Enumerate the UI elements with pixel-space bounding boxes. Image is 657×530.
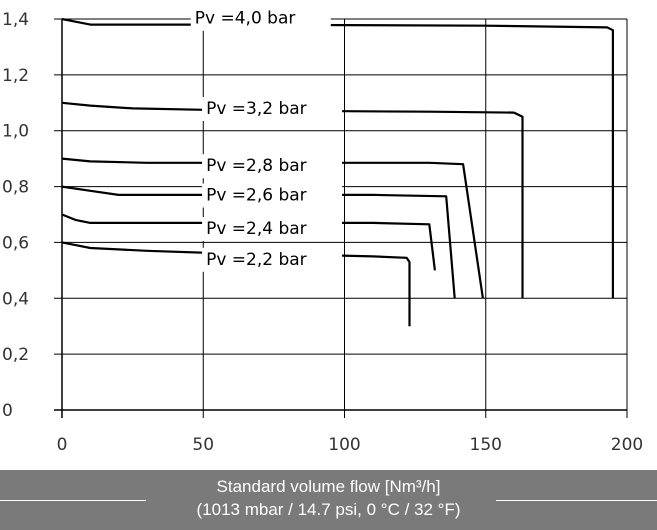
x-tick-label: 200 (611, 435, 643, 455)
y-tick-label: 0,8 (2, 178, 29, 198)
series-labels: Pv =4,0 bar Pv =3,2 bar Pv =2,8 bar Pv =2,6… (190, 6, 343, 272)
y-tick-label: 0,4 (2, 289, 29, 309)
y-tick-label: 1,0 (2, 122, 29, 142)
series-label: Pv =2,2 bar (206, 250, 307, 270)
series-label-box (202, 183, 343, 208)
grid (54, 18, 628, 418)
series-label-box (202, 247, 343, 272)
caption-divider-left (0, 500, 146, 501)
series-label: Pv =3,2 bar (206, 99, 307, 119)
series-label-box (202, 96, 343, 121)
x-tick-label: 100 (328, 435, 360, 455)
y-tick-label: 0,2 (2, 345, 29, 365)
x-tick-label: 0 (57, 435, 68, 455)
series-line (61, 101, 524, 299)
y-tick-label: 0,6 (2, 233, 29, 253)
x-tick-label: 150 (470, 435, 502, 455)
y-tick-label: 1,4 (2, 10, 29, 30)
axes (54, 19, 627, 418)
x-tick-label: 50 (192, 435, 214, 455)
x-axis-conditions: (1013 mbar / 14.7 psi, 0 °C / 32 °F) (196, 500, 461, 519)
caption-divider-right (496, 500, 657, 501)
series-label: Pv =2,6 bar (206, 186, 307, 206)
series-label: Pv =2,8 bar (206, 156, 307, 176)
x-axis-caption-bar: Standard volume flow [Nm³/h] (1013 mbar … (0, 470, 657, 530)
x-axis-label: Standard volume flow [Nm³/h] (216, 477, 441, 496)
series-label-box (202, 154, 343, 179)
y-tick-label: 1,2 (2, 66, 29, 86)
y-tick-label: 0 (2, 401, 13, 421)
series-label: Pv =4,0 bar (195, 9, 296, 29)
tick-labels: 0 0,2 0,4 0,6 0,8 1,0 1,2 1,4 0 50 100 150 200 (2, 10, 643, 455)
series-label: Pv =2,4 bar (206, 219, 307, 239)
pressure-flow-chart: Pv =4,0 bar Pv =3,2 bar Pv =2,8 bar Pv =2,6… (2, 6, 644, 455)
series-label-box (202, 217, 343, 242)
series-label-box (190, 6, 331, 31)
